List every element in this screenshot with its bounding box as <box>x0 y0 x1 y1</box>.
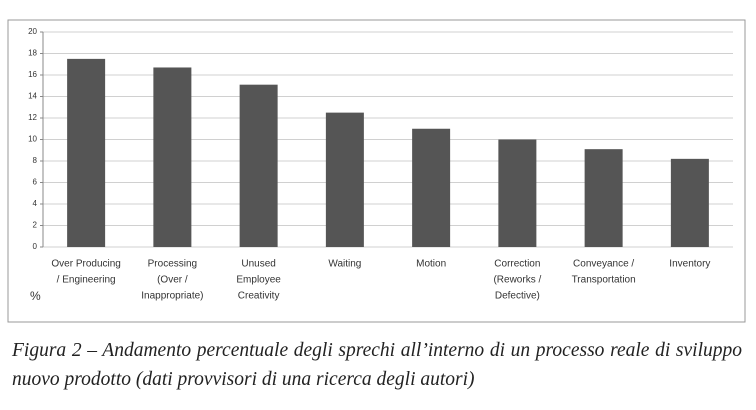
x-tick-label: Inventory <box>669 259 710 270</box>
bar <box>67 58 106 247</box>
y-tick-label: 14 <box>28 92 37 101</box>
x-tick-label: Processing <box>148 259 197 270</box>
x-tick-label: (Over / <box>157 275 188 286</box>
x-tick-label: Over Producing <box>51 259 120 270</box>
chart-border <box>7 19 746 323</box>
y-tick-label: 18 <box>28 49 37 58</box>
y-tick-label: 20 <box>28 27 37 36</box>
x-tick-label: Defective) <box>495 291 540 302</box>
y-tick-label: 0 <box>33 242 38 251</box>
bar <box>412 128 451 247</box>
y-tick-label: 2 <box>33 221 38 230</box>
x-tick-label: Motion <box>416 259 446 270</box>
y-tick-label: 10 <box>28 135 37 144</box>
x-tick-label: Unused <box>241 259 275 270</box>
x-tick-label: Inappropriate) <box>141 291 203 302</box>
x-tick-label: Creativity <box>238 291 280 302</box>
bar <box>153 67 192 247</box>
x-tick-label: (Reworks / <box>493 275 541 286</box>
x-tick-label: Waiting <box>328 259 361 270</box>
bar <box>239 84 278 247</box>
x-tick-label: Employee <box>236 275 281 286</box>
chart: % 0 2 4 6 8 10 12 14 16 18 20 Over Producing / Engin… <box>7 19 746 323</box>
y-tick-label: 8 <box>33 156 38 165</box>
y-tick-label: 12 <box>28 113 37 122</box>
x-tick-label: Transportation <box>572 275 636 286</box>
bar <box>498 139 537 247</box>
bar <box>670 158 709 247</box>
y-tick-label: 6 <box>33 178 38 187</box>
x-tick-label: Conveyance / <box>573 259 634 270</box>
bar <box>584 149 623 247</box>
x-tick-label: Correction <box>494 259 540 270</box>
figure-caption: Figura 2 – Andamento percentuale degli s… <box>12 340 742 390</box>
y-tick-label: 4 <box>33 199 38 208</box>
bar <box>325 112 364 247</box>
x-tick-label: / Engineering <box>57 275 116 286</box>
y-axis-label: % <box>30 289 41 303</box>
y-tick-label: 16 <box>28 70 37 79</box>
